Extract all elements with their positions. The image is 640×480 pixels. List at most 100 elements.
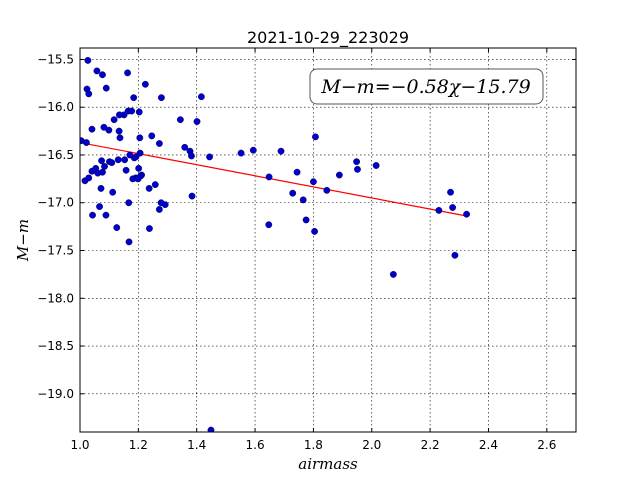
- data-point: [109, 188, 117, 196]
- data-point: [237, 149, 245, 157]
- data-point: [299, 196, 307, 204]
- data-point: [135, 164, 143, 172]
- y-tick-label: −18.5: [37, 339, 74, 353]
- data-point: [354, 165, 361, 173]
- y-tick-label: −16.5: [37, 148, 74, 162]
- data-point: [206, 153, 213, 161]
- y-axis-label: M−m: [14, 219, 32, 262]
- data-point: [311, 228, 318, 235]
- data-point: [449, 204, 456, 211]
- data-point: [125, 238, 133, 246]
- y-tick-label: −17.0: [37, 196, 74, 210]
- fit-line-layer: [81, 142, 467, 217]
- data-point: [101, 163, 108, 170]
- y-tick-labels: −15.5 −16.0 −16.5 −17.0 −17.5 −18.0 −18.5 −19.0: [37, 52, 74, 400]
- data-point: [89, 211, 96, 219]
- data-point: [132, 153, 140, 161]
- data-point: [207, 426, 215, 432]
- data-point: [122, 166, 130, 174]
- x-tick-label: 1.2: [129, 438, 148, 452]
- data-point: [124, 69, 131, 77]
- data-point: [98, 157, 105, 165]
- data-point: [108, 159, 116, 167]
- data-point: [312, 133, 319, 141]
- data-point: [146, 225, 153, 232]
- x-tick-label: 2.6: [537, 438, 556, 452]
- data-point: [116, 134, 124, 142]
- fit-line: [81, 142, 467, 217]
- data-point: [155, 206, 163, 213]
- data-point: [249, 146, 257, 154]
- data-point: [113, 224, 121, 231]
- y-tick-label: −18.0: [37, 291, 74, 305]
- x-tick-label: 1.8: [304, 438, 323, 452]
- data-point: [125, 199, 133, 207]
- x-axis-label: airmass: [298, 455, 358, 473]
- y-tick-label: −17.5: [37, 244, 74, 258]
- y-tick-label: −16.0: [37, 100, 74, 114]
- data-point: [158, 94, 165, 102]
- data-point: [99, 168, 106, 176]
- data-point: [115, 111, 123, 119]
- data-point: [126, 151, 134, 159]
- data-point: [137, 172, 145, 180]
- x-tick-label: 2.0: [362, 438, 381, 452]
- data-point: [310, 178, 317, 186]
- data-point: [105, 126, 113, 134]
- x-tick-labels: 1.0 1.2 1.4 1.6 1.8 2.0 2.2 2.4 2.6: [70, 438, 556, 452]
- data-point: [135, 108, 143, 116]
- x-tick-label: 2.4: [479, 438, 498, 452]
- data-point: [99, 71, 106, 79]
- data-point: [302, 216, 310, 224]
- data-point: [145, 185, 153, 192]
- data-point: [389, 270, 397, 278]
- data-point: [121, 156, 129, 164]
- data-point: [181, 143, 189, 151]
- data-point: [102, 211, 110, 219]
- data-point: [197, 93, 205, 101]
- data-point: [335, 171, 343, 179]
- x-tick-label: 1.6: [246, 438, 265, 452]
- data-point: [85, 90, 93, 98]
- data-point: [114, 156, 122, 164]
- data-point: [265, 173, 273, 181]
- data-point: [96, 203, 103, 210]
- x-tick-label: 1.0: [70, 438, 89, 452]
- data-point: [110, 116, 118, 124]
- axis-ticks: [79, 48, 576, 432]
- data-point: [93, 67, 101, 75]
- data-point: [188, 192, 196, 200]
- equation-text: M−m=−0.58χ−15.79: [320, 76, 530, 98]
- data-point: [88, 125, 96, 133]
- data-point: [289, 189, 297, 197]
- data-point: [151, 181, 159, 188]
- data-points: [80, 57, 470, 432]
- x-tick-label: 2.2: [421, 438, 440, 452]
- data-point: [102, 84, 110, 92]
- data-point: [372, 162, 380, 169]
- equation-box-frame: [309, 68, 544, 105]
- y-tick-label: −19.0: [37, 387, 74, 401]
- data-point: [451, 251, 459, 259]
- data-point: [176, 116, 184, 124]
- data-point: [148, 132, 156, 140]
- data-point: [155, 140, 163, 147]
- data-point: [277, 147, 285, 155]
- data-point: [193, 118, 201, 125]
- data-point: [463, 210, 470, 218]
- data-point: [97, 185, 105, 192]
- data-point: [293, 168, 301, 176]
- data-point: [353, 158, 360, 166]
- data-point: [161, 201, 169, 209]
- data-point: [83, 139, 90, 146]
- equation-box: M−m=−0.58χ−15.79: [309, 68, 544, 105]
- data-point: [84, 57, 92, 64]
- chart-title: 2021-10-29_223029: [247, 28, 409, 48]
- grid: [79, 48, 576, 432]
- data-point: [141, 80, 149, 88]
- plot-frame: [79, 47, 577, 433]
- data-point: [85, 174, 93, 182]
- data-point: [128, 107, 136, 115]
- data-point: [435, 206, 443, 214]
- data-point: [130, 94, 138, 102]
